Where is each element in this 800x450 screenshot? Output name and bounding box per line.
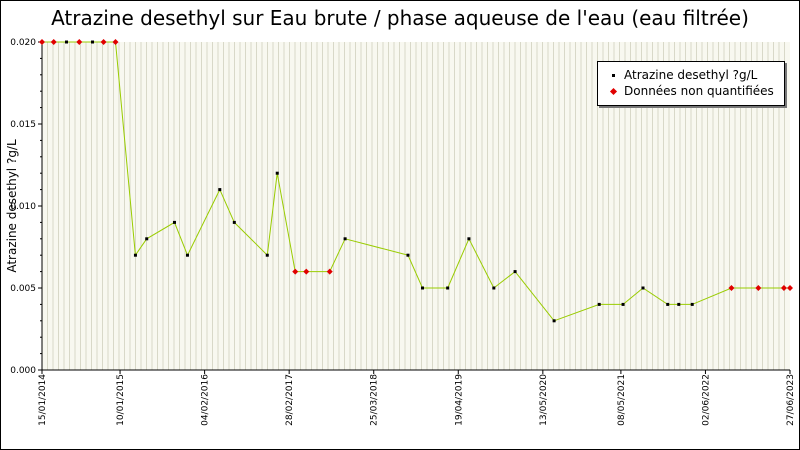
data-point-non-quantified bbox=[303, 268, 310, 275]
data-point-non-quantified bbox=[292, 268, 299, 275]
data-point-non-quantified bbox=[787, 285, 793, 291]
data-point bbox=[343, 237, 347, 241]
data-point bbox=[597, 302, 601, 306]
data-point bbox=[406, 253, 410, 257]
y-tick-label: 0.015 bbox=[10, 120, 36, 130]
data-point-non-quantified bbox=[76, 39, 83, 45]
data-point bbox=[232, 220, 236, 224]
data-point bbox=[145, 237, 149, 241]
data-point bbox=[446, 286, 450, 290]
data-point bbox=[91, 40, 95, 44]
legend-label: Données non quantifiées bbox=[624, 84, 774, 98]
data-point-non-quantified bbox=[50, 39, 57, 45]
data-point bbox=[185, 253, 189, 257]
x-tick-label: 25/03/2018 bbox=[370, 374, 380, 426]
x-tick-label: 08/05/2021 bbox=[617, 374, 627, 426]
x-tick-label: 13/05/2020 bbox=[539, 374, 549, 426]
data-point bbox=[677, 302, 681, 306]
data-point-non-quantified bbox=[728, 285, 735, 291]
y-tick-label: 0.010 bbox=[10, 202, 36, 212]
legend-item-non-quantified: Données non quantifiées bbox=[606, 83, 774, 99]
data-point bbox=[552, 319, 556, 323]
y-tick-label: 0.000 bbox=[10, 366, 36, 376]
data-point bbox=[513, 270, 517, 274]
data-point-non-quantified bbox=[755, 285, 762, 291]
data-point-non-quantified bbox=[112, 39, 119, 45]
data-point-non-quantified bbox=[39, 39, 45, 45]
x-tick-label: 04/02/2016 bbox=[201, 374, 211, 426]
series-markers bbox=[39, 39, 793, 323]
red-diamond-icon bbox=[606, 83, 620, 99]
x-tick-label: 10/01/2015 bbox=[116, 374, 126, 426]
x-tick-label: 28/02/2017 bbox=[285, 374, 295, 426]
chart-title: Atrazine desethyl sur Eau brute / phase … bbox=[51, 6, 749, 30]
data-point bbox=[64, 40, 68, 44]
data-point bbox=[492, 286, 496, 290]
legend-label: Atrazine desethyl ?g/L bbox=[624, 68, 758, 82]
data-point-non-quantified bbox=[100, 39, 107, 45]
data-point bbox=[172, 220, 176, 224]
black-point-icon bbox=[606, 67, 620, 83]
data-point bbox=[218, 188, 222, 192]
axes: 0.000 0.005 0.010 0.015 0.020 15/01/2014 10/01… bbox=[10, 38, 796, 426]
data-point-non-quantified bbox=[326, 268, 333, 275]
y-axis-title: Atrazine desethyl ?g/L bbox=[5, 139, 19, 273]
data-point bbox=[641, 286, 645, 290]
y-tick-label: 0.020 bbox=[10, 38, 36, 48]
data-point-non-quantified bbox=[780, 285, 787, 291]
data-point bbox=[690, 302, 694, 306]
data-point bbox=[421, 286, 425, 290]
data-point bbox=[621, 302, 625, 306]
x-tick-label: 27/06/2023 bbox=[786, 374, 796, 426]
data-point bbox=[265, 253, 269, 257]
data-point bbox=[133, 253, 137, 257]
data-point bbox=[467, 237, 471, 241]
data-point bbox=[275, 171, 279, 175]
y-tick-label: 0.005 bbox=[10, 284, 36, 294]
legend: Atrazine desethyl ?g/L Données non quant… bbox=[597, 61, 785, 106]
x-tick-label: 15/01/2014 bbox=[38, 374, 48, 426]
x-tick-label: 19/04/2019 bbox=[454, 374, 464, 426]
x-tick-label: 02/06/2022 bbox=[701, 374, 711, 426]
legend-item-quantified: Atrazine desethyl ?g/L bbox=[606, 67, 757, 83]
data-point bbox=[666, 302, 670, 306]
